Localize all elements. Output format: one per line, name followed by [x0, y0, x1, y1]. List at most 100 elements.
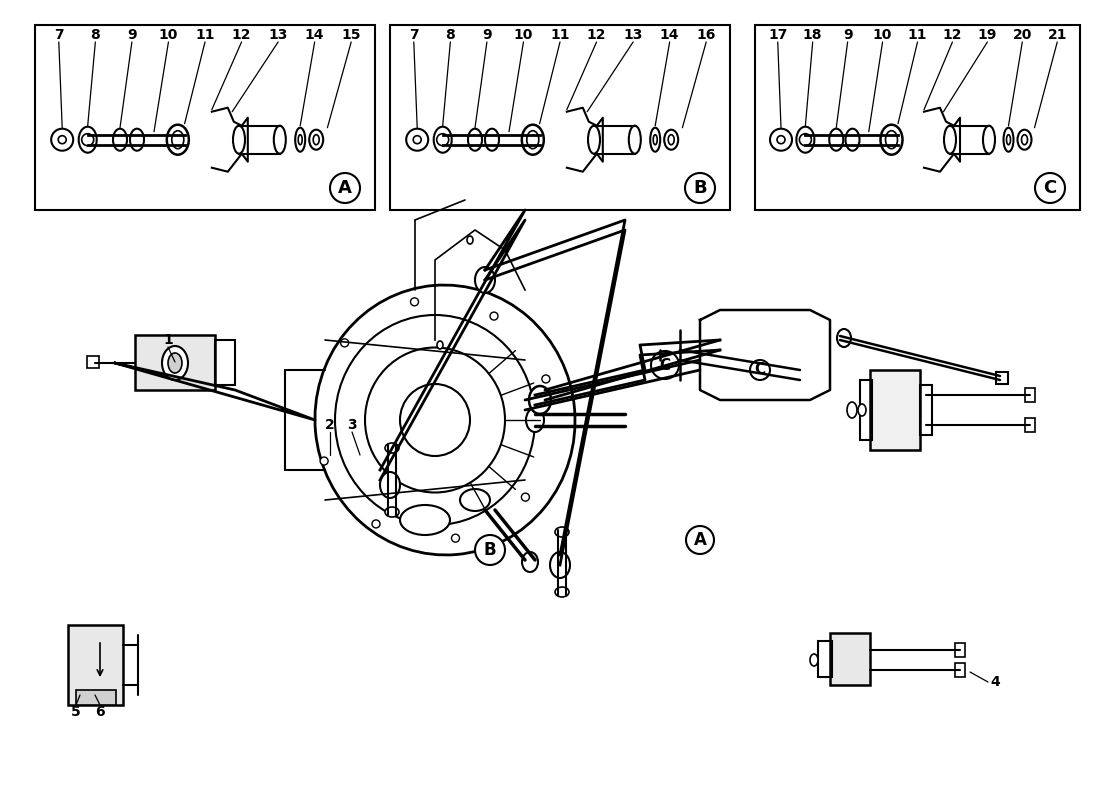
Bar: [755, 25, 1080, 210]
Ellipse shape: [1003, 128, 1013, 152]
Ellipse shape: [274, 126, 286, 154]
Text: 14: 14: [660, 28, 680, 42]
Ellipse shape: [846, 129, 859, 150]
Ellipse shape: [526, 408, 544, 432]
Text: 10: 10: [514, 28, 534, 42]
Ellipse shape: [437, 341, 443, 349]
Ellipse shape: [837, 329, 851, 347]
Bar: [1025, 418, 1035, 432]
Text: 19: 19: [978, 28, 997, 42]
Bar: [35, 25, 375, 210]
Text: 7: 7: [54, 28, 64, 42]
Ellipse shape: [233, 126, 245, 154]
Ellipse shape: [172, 130, 184, 149]
Ellipse shape: [400, 384, 470, 456]
Bar: [390, 25, 730, 210]
Ellipse shape: [668, 134, 674, 145]
Bar: [818, 641, 832, 677]
Bar: [1025, 388, 1035, 402]
Ellipse shape: [588, 126, 600, 154]
Ellipse shape: [468, 129, 482, 150]
Ellipse shape: [130, 129, 144, 150]
Text: 11: 11: [908, 28, 927, 42]
Circle shape: [750, 360, 770, 380]
Circle shape: [437, 134, 449, 146]
Ellipse shape: [314, 134, 319, 145]
Ellipse shape: [1006, 134, 1011, 145]
Text: B: B: [484, 541, 496, 559]
Ellipse shape: [1022, 134, 1027, 145]
Circle shape: [372, 520, 379, 528]
Circle shape: [81, 134, 94, 146]
Ellipse shape: [385, 443, 399, 453]
Circle shape: [777, 136, 785, 144]
Text: 12: 12: [943, 28, 962, 42]
Text: 9: 9: [482, 28, 492, 42]
Bar: [870, 370, 920, 450]
Text: B: B: [693, 179, 707, 197]
Ellipse shape: [400, 505, 450, 535]
Ellipse shape: [167, 125, 189, 154]
Bar: [996, 372, 1008, 384]
Text: 13: 13: [624, 28, 642, 42]
Text: 12: 12: [586, 28, 606, 42]
Ellipse shape: [944, 126, 956, 154]
Ellipse shape: [527, 130, 539, 149]
Circle shape: [410, 298, 418, 306]
Circle shape: [521, 493, 529, 501]
Ellipse shape: [983, 126, 996, 154]
Ellipse shape: [847, 402, 857, 418]
Ellipse shape: [379, 472, 400, 498]
Ellipse shape: [529, 386, 551, 414]
Ellipse shape: [556, 527, 569, 537]
Circle shape: [406, 129, 428, 150]
Text: 16: 16: [696, 28, 716, 42]
Ellipse shape: [309, 130, 323, 150]
Bar: [860, 380, 872, 440]
Bar: [76, 690, 116, 705]
Ellipse shape: [886, 130, 898, 149]
Text: 7: 7: [409, 28, 419, 42]
Bar: [955, 663, 965, 677]
Text: 8: 8: [446, 28, 455, 42]
Text: 9: 9: [843, 28, 852, 42]
Ellipse shape: [162, 346, 188, 380]
Circle shape: [686, 526, 714, 554]
Text: 10: 10: [158, 28, 178, 42]
Ellipse shape: [1018, 130, 1032, 150]
Text: A: A: [338, 179, 352, 197]
Text: 6: 6: [96, 705, 104, 719]
Ellipse shape: [650, 128, 660, 152]
Ellipse shape: [796, 126, 814, 153]
Text: 8: 8: [90, 28, 100, 42]
Ellipse shape: [315, 285, 575, 555]
Circle shape: [341, 339, 349, 347]
Ellipse shape: [460, 489, 490, 511]
Ellipse shape: [475, 267, 495, 293]
Circle shape: [542, 375, 550, 383]
Ellipse shape: [336, 315, 535, 525]
Ellipse shape: [295, 128, 305, 152]
Ellipse shape: [629, 126, 641, 154]
Text: 15: 15: [341, 28, 361, 42]
Circle shape: [800, 134, 812, 146]
Circle shape: [330, 173, 360, 203]
Bar: [68, 625, 123, 705]
Ellipse shape: [880, 125, 902, 154]
Text: 1: 1: [163, 333, 173, 347]
Text: 14: 14: [305, 28, 324, 42]
Text: 11: 11: [196, 28, 214, 42]
Text: 2: 2: [326, 418, 334, 432]
Text: 10: 10: [873, 28, 892, 42]
Ellipse shape: [433, 126, 452, 153]
Bar: [87, 356, 99, 368]
Circle shape: [414, 136, 421, 144]
Text: C: C: [1044, 179, 1057, 197]
Text: A: A: [694, 531, 706, 549]
Ellipse shape: [653, 134, 657, 145]
Ellipse shape: [858, 404, 866, 416]
Ellipse shape: [550, 552, 570, 578]
Ellipse shape: [522, 552, 538, 572]
Text: 18: 18: [803, 28, 823, 42]
Circle shape: [451, 534, 460, 542]
